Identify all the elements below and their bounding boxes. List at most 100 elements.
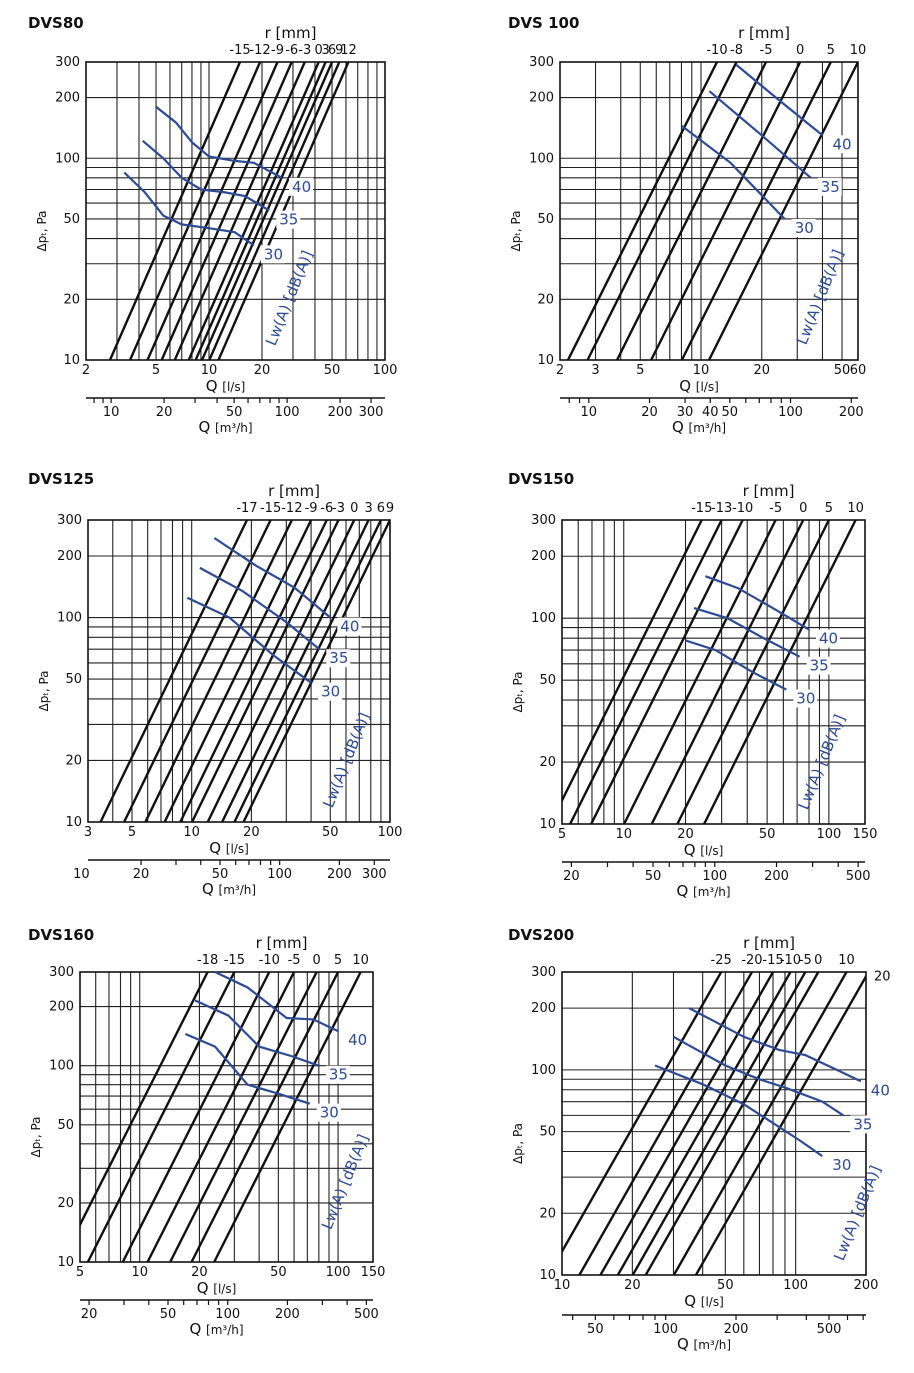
grid-horizontal — [80, 1006, 373, 1204]
m3h-tick-label: 200 — [328, 405, 353, 420]
m3h-tick-label: 500 — [846, 869, 871, 884]
m3h-tick-label: 40 — [702, 405, 719, 420]
r-line — [173, 62, 306, 360]
dp-tick-label: 300 — [529, 55, 554, 70]
q-axis-label: Q [l/s] — [679, 377, 719, 395]
noise-curve-35 — [693, 607, 801, 658]
m3h-tick-label: 500 — [354, 1307, 379, 1322]
r-lines — [80, 972, 362, 1262]
r-line — [694, 973, 866, 1275]
r-tick-label: 5 — [334, 953, 342, 968]
dp-axis-label: Δpₜ, Pa — [511, 1123, 525, 1164]
grid-horizontal — [560, 96, 858, 300]
r-tick-label: -3 — [332, 501, 345, 516]
noise-curve-label: 40 — [348, 1031, 367, 1049]
grid-vertical — [116, 62, 378, 360]
m3h-axis-label: Q [m³/h] — [676, 882, 730, 900]
dp-axis-label: Δpₜ, Pa — [35, 210, 49, 251]
m3h-tick-label: 100 — [778, 405, 803, 420]
chart-title: DVS80 — [28, 14, 84, 32]
r-line — [200, 62, 334, 360]
m3h-tick-label: 200 — [275, 1307, 300, 1322]
m3h-tick-label: 50 — [160, 1307, 177, 1322]
noise-curve-35 — [672, 1035, 845, 1117]
noise-curve-label: 40 — [832, 135, 851, 153]
r-line — [707, 62, 858, 360]
r-axis-label: r [mm] — [738, 24, 790, 42]
m3h-axis: 10 20 50 100 200 300 Q [m³/h] — [73, 859, 390, 898]
q-axis-label: Q [l/s] — [684, 841, 724, 859]
r-labels: -15-13 -10 -5 0 5 10 — [691, 501, 864, 516]
r-tick-label: 0 — [313, 953, 321, 968]
m3h-axis-label: Q [m³/h] — [189, 1320, 243, 1338]
dp-tick-label: 300 — [531, 513, 556, 528]
r-tick-label: -9 — [305, 501, 318, 516]
r-line — [566, 62, 719, 360]
r-line — [623, 520, 777, 824]
noise-curve-40 — [155, 105, 283, 179]
r-tick-label: -15 — [691, 501, 712, 516]
dp-tick-label: 300 — [49, 965, 74, 980]
dp-tick-label: 20 — [537, 292, 554, 307]
r-line — [121, 972, 271, 1262]
noise-curve-40 — [735, 64, 824, 137]
noise-curve-label: 35 — [279, 211, 298, 229]
dp-tick-label: 20 — [57, 1196, 74, 1211]
noise-curve-label: 30 — [321, 683, 340, 701]
r-line — [169, 972, 318, 1262]
r-tick-label: -6 — [320, 501, 333, 516]
plot-frame — [561, 519, 866, 825]
r-line — [163, 520, 313, 822]
q-axis: 5 10 20 50 100 150 Q [l/s] — [558, 827, 878, 859]
noise-label-bg — [325, 1065, 350, 1084]
q-tick-label: 100 — [378, 825, 403, 840]
chart-title: DVS150 — [508, 470, 574, 488]
q-axis-label: Q [l/s] — [684, 1292, 724, 1310]
m3h-tick-label: 20 — [81, 1307, 98, 1322]
q-tick-label: 20 — [753, 363, 770, 378]
m3h-tick-label: 200 — [327, 867, 352, 882]
q-tick-label: 60 — [850, 363, 867, 378]
noise-curve-35 — [199, 566, 320, 651]
r-tick-label: -5 — [288, 953, 301, 968]
dp-tick-label: 100 — [531, 611, 556, 626]
grid-vertical — [577, 520, 830, 824]
r-tick-label: 0 — [315, 43, 323, 58]
r-tick-label: 12 — [340, 43, 357, 58]
r-line — [206, 520, 356, 822]
noise-curve-35 — [194, 999, 320, 1067]
q-tick-label: 10 — [131, 1265, 148, 1280]
noise-curve-label: 40 — [871, 1081, 890, 1099]
q-axis-label: Q [l/s] — [209, 839, 249, 857]
dp-tick-label: 20 — [539, 1206, 556, 1221]
r-tick-label: -10 — [259, 953, 280, 968]
q-axis-label: Q [l/s] — [197, 1279, 237, 1297]
dp-axis-label: Δpₜ, Pa — [37, 670, 51, 711]
r-labels: -10 -8 -5 0 5 10 — [706, 43, 866, 58]
q-tick-label: 10 — [615, 827, 632, 842]
r-axis-label: r [mm] — [256, 934, 308, 952]
r-line — [99, 520, 249, 822]
noise-label-bg — [806, 656, 831, 675]
dp-tick-label: 200 — [531, 549, 556, 564]
chart-title: DVS200 — [508, 926, 574, 944]
r-tick-label: 0 — [799, 501, 807, 516]
m3h-axis-label: Q [m³/h] — [677, 1335, 731, 1353]
noise-label-bg — [793, 689, 818, 708]
q-tick-label: 50 — [322, 825, 339, 840]
r-line — [108, 62, 242, 360]
noise-curve-label: 40 — [819, 630, 838, 648]
r-tick-label: -3 — [298, 43, 311, 58]
r-line — [615, 62, 768, 360]
q-tick-label: 20 — [624, 1278, 641, 1293]
noise-label-bg — [791, 218, 816, 237]
m3h-tick-label: 10 — [73, 867, 90, 882]
r-line — [233, 520, 383, 822]
q-axis: 2 5 10 20 50 100 Q [l/s] — [82, 363, 398, 395]
q-tick-label: 20 — [254, 363, 271, 378]
noise-label-bg — [829, 135, 854, 154]
m3h-axis: 10 20 30 40 50 100 200 Q [m³/h] — [560, 397, 864, 436]
dp-tick-label: 10 — [539, 1268, 556, 1283]
